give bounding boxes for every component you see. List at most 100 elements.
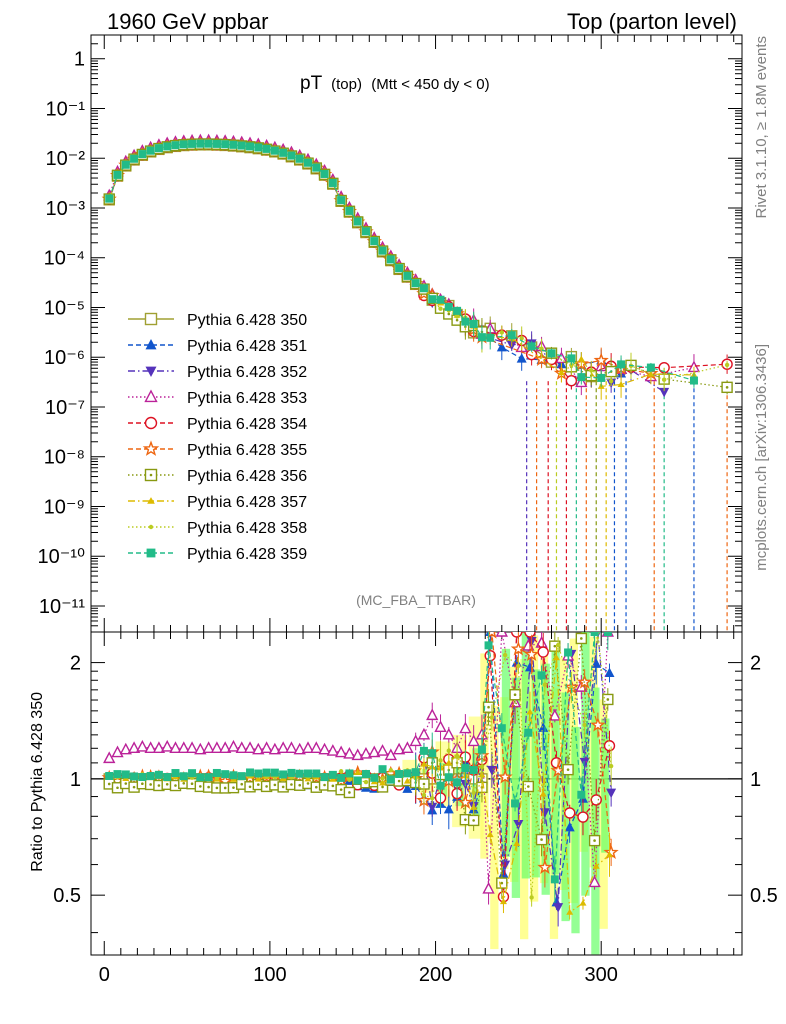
ratio-point [552,654,560,661]
analysis-label: (MC_FBA_TTBAR) [356,592,476,608]
ratio-point [487,632,497,639]
ratio-point [378,765,387,774]
ratio-point [386,775,395,784]
legend-item-355: Pythia 6.428 355 [128,440,307,459]
ratio-point [603,632,612,636]
ratio-point [438,758,443,763]
plot-title: pT (top) (Mtt < 450 dy < 0) [300,73,490,94]
series-356 [103,138,733,395]
main-x-ticks [103,35,735,632]
legend-item-356: Pythia 6.428 356 [128,468,307,485]
ratio-x-tick-label: 100 [253,964,286,986]
ratio-point [605,851,613,858]
ratio-point [113,770,122,779]
data-point [444,302,453,311]
data-point [565,374,578,387]
ratio-point [136,739,149,752]
ratio-point [537,671,546,680]
data-point [527,342,536,351]
legend: Pythia 6.428 350 Pythia 6.428 351 Pythia 6… [128,312,307,563]
data-point [661,377,667,382]
ratio-point [169,741,182,753]
ratio-point [185,741,199,753]
ratio-point [471,790,476,796]
ratio-point [254,775,262,782]
main-y-tick-label: 10⁻¹ [46,98,86,120]
marker-dot [472,819,475,822]
marker-dot [174,784,177,787]
ratio-point [467,734,480,747]
legend-item-354: Pythia 6.428 354 [128,416,307,433]
legend-marker [147,497,155,504]
legend-label: Pythia 6.428 355 [187,442,307,459]
ratio-point [564,807,576,819]
ratio-point [380,776,385,781]
marker-dot [348,791,351,794]
ratio-point [511,632,523,638]
data-point [105,194,114,203]
uncertainty-band [501,648,511,857]
ratio-point [343,786,356,799]
data-point [499,330,505,335]
ratio-point [370,773,379,782]
data-point [361,227,370,236]
ratio-point [513,840,521,847]
series-359 [105,139,698,388]
ratio-point [196,773,205,782]
ratio-point [564,648,573,657]
marker-dot [606,698,610,701]
data-point [395,264,404,273]
data-point [328,178,337,187]
data-point [138,150,147,159]
ratio-point [243,741,257,753]
data-point [428,295,437,304]
ratio-point [260,741,273,753]
legend-marker [145,338,157,350]
marker-dot [107,782,111,786]
marker-dot [182,781,186,785]
ratio-point [237,772,246,781]
ratio-point [402,783,413,793]
data-point [345,206,354,215]
marker-dot [527,785,530,788]
ratio-point [516,663,521,669]
ratio-point [539,808,550,818]
data-point [519,336,524,341]
ratio-panel-frame [90,631,743,956]
marker-dot [455,318,459,322]
ratio-point [262,768,271,777]
marker-dot [132,785,136,789]
plot-title-sub2: (Mtt < 450 dy < 0) [371,76,489,93]
ratio-point [467,814,480,827]
ratio-point [489,715,495,720]
marker-dot [464,818,467,821]
data-point [569,362,574,368]
marker-dot [223,786,227,790]
data-point [577,355,585,362]
data-point [221,140,230,149]
ratio-point [428,749,437,758]
ratio-point [301,741,315,753]
ratio-point [285,741,298,753]
data-point [617,381,625,388]
ratio-point [318,742,331,755]
ratio-point [562,763,574,776]
data-point [438,306,443,311]
marker-dot [553,644,557,648]
ratio-point [538,722,549,732]
ratio-point [188,769,197,778]
legend-marker [144,416,158,430]
ratio-point [361,769,370,778]
data-point [320,169,329,178]
ratio-point [550,875,559,884]
ratio-point [338,769,344,774]
ratio-point [138,772,147,781]
marker-dot [265,785,268,788]
data-point [171,141,180,150]
ratio-point [453,778,462,787]
legend-marker [145,366,157,378]
legend-label: Pythia 6.428 358 [187,520,307,537]
ratio-point [392,742,406,755]
ratio-point [606,788,617,799]
ratio-x-tick-label: 0 [99,964,110,986]
